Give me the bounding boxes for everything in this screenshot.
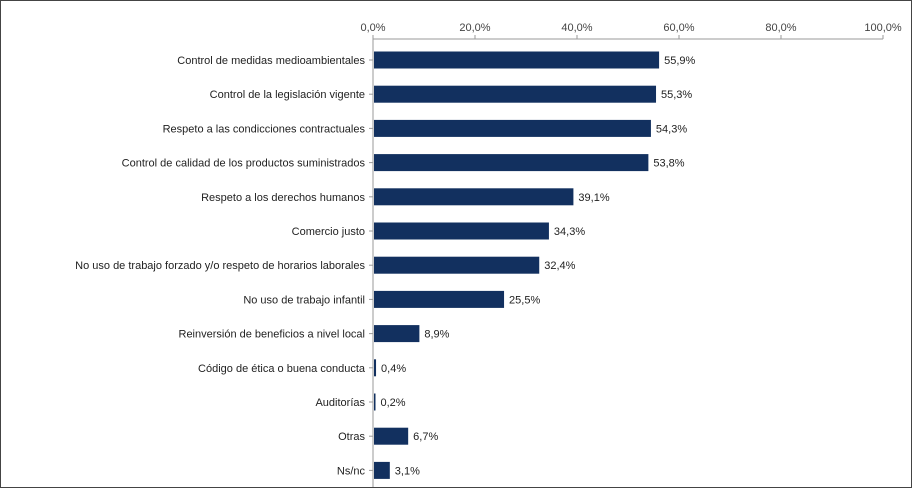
value-label: 6,7% [413,431,438,443]
bar [374,325,420,343]
value-label: 0,4% [381,363,406,375]
category-label: No uso de trabajo forzado y/o respeto de… [75,260,365,272]
category-label: Ns/nc [337,465,366,477]
bar [374,427,409,445]
bar [374,154,649,172]
bar [374,188,574,206]
category-label: Respeto a las condicciones contractuales [163,123,366,135]
bar [374,290,505,308]
bar [374,461,390,479]
x-tick-label: 80,0% [765,22,796,34]
category-label: Reinversión de beneficios a nivel local [179,329,366,341]
value-label: 55,9% [664,55,695,67]
bar [374,256,540,274]
value-label: 34,3% [554,226,585,238]
category-label: Otras [338,431,365,443]
category-label: Control de medidas medioambientales [177,55,365,67]
value-label: 54,3% [656,123,687,135]
x-tick-label: 40,0% [561,22,592,34]
value-label: 3,1% [395,465,420,477]
category-label: Código de ética o buena conducta [198,363,366,375]
bar [374,85,657,103]
value-label: 55,3% [661,89,692,101]
bar [374,119,651,137]
value-label: 39,1% [578,192,609,204]
value-label: 0,2% [381,397,406,409]
category-label: Auditorías [315,397,365,409]
category-label: No uso de trabajo infantil [243,294,365,306]
value-label: 8,9% [424,329,449,341]
category-label: Control de la legislación vigente [210,89,365,101]
x-tick-label: 20,0% [459,22,490,34]
bar [374,393,376,411]
x-tick-label: 60,0% [663,22,694,34]
x-tick-label: 100,0% [864,22,902,34]
category-label: Comercio justo [292,226,365,238]
bar [374,359,377,377]
bar [374,222,549,240]
value-label: 25,5% [509,294,540,306]
bar [374,51,660,69]
x-tick-label: 0,0% [360,22,385,34]
value-label: 32,4% [544,260,575,272]
value-label: 53,8% [653,158,684,170]
category-label: Respeto a los derechos humanos [201,192,365,204]
category-label: Control de calidad de los productos sumi… [122,158,366,170]
